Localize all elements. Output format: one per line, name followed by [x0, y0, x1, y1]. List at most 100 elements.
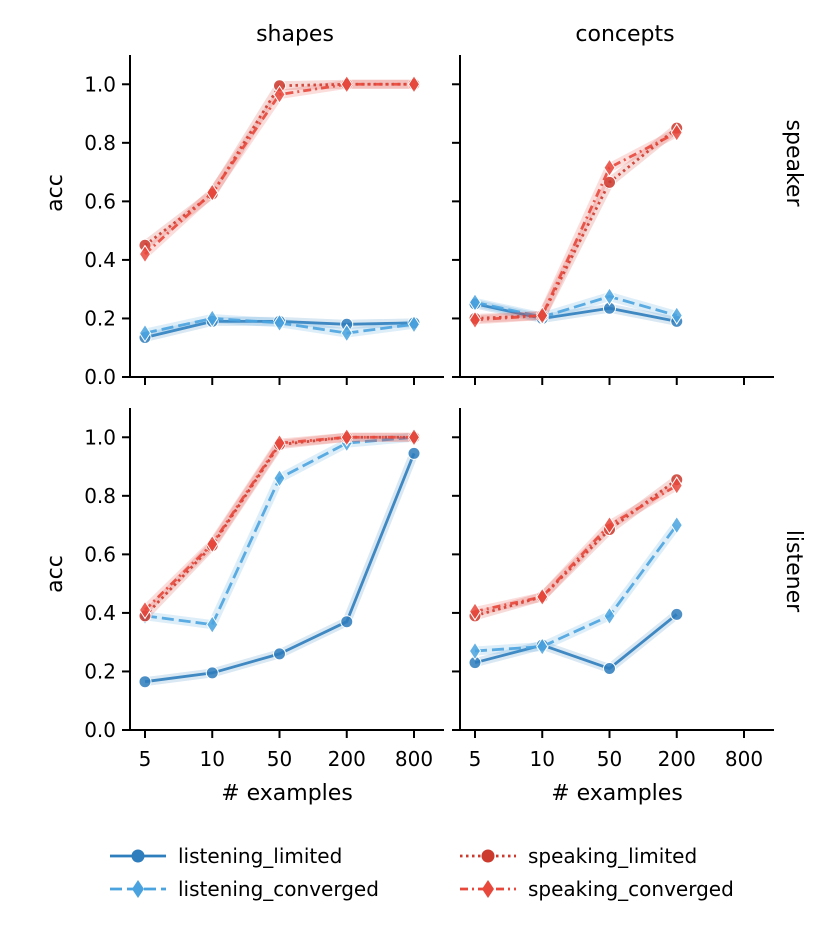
data-point — [407, 427, 421, 447]
data-point — [536, 306, 549, 325]
data-point — [603, 606, 616, 626]
y-tick-label: 1.0 — [84, 72, 116, 96]
data-point — [536, 587, 549, 607]
y-tick-label: 0.0 — [84, 718, 116, 742]
series-band — [474, 128, 679, 325]
series-speaking_limited — [468, 121, 684, 325]
data-point — [206, 183, 219, 203]
series-line — [144, 82, 414, 256]
y-axis-title: acc — [43, 555, 68, 593]
series-line — [474, 613, 678, 670]
panel-speaker-shapes: 0.0 0.2 0.4 0.6 0.8 1.0 acc — [43, 55, 444, 389]
data-point — [670, 476, 683, 495]
y-tick-label: 0.0 — [84, 365, 116, 389]
legend-marker — [482, 880, 494, 898]
x-tick-label: 5 — [469, 747, 482, 771]
column-title-shapes: shapes — [256, 22, 334, 47]
y-tick-label: 0.2 — [84, 306, 116, 330]
legend-entry-listening_limited: listening_limited — [110, 844, 342, 868]
data-point — [407, 446, 421, 460]
panel-listener-shapes: 0.0 0.2 0.4 0.6 0.8 1.0 5 10 50 200 800 acc # exampl… — [43, 408, 444, 806]
x-axis-title: # examples — [221, 781, 353, 806]
data-point — [468, 310, 482, 330]
data-point — [273, 433, 286, 453]
data-point — [138, 600, 152, 620]
y-axis-title: acc — [43, 174, 68, 212]
series-band — [141, 79, 414, 258]
series-line — [143, 435, 414, 617]
data-point — [206, 615, 219, 635]
x-tick-label: 200 — [658, 747, 696, 771]
data-point — [273, 647, 286, 661]
data-point — [340, 74, 353, 94]
data-point — [205, 666, 219, 680]
legend-label: listening_limited — [178, 844, 342, 868]
legend-marker — [131, 849, 145, 863]
data-point — [273, 313, 286, 333]
series-line — [144, 435, 415, 627]
series-speaking_converged — [138, 74, 421, 264]
data-point — [340, 427, 353, 447]
y-tick-label: 0.4 — [84, 248, 116, 272]
series-band — [473, 476, 680, 621]
data-point — [206, 534, 219, 554]
legend-marker — [132, 880, 144, 898]
series-band — [473, 610, 680, 674]
data-point — [407, 74, 421, 94]
y-tick-label: 0.4 — [84, 601, 116, 625]
data-point — [407, 314, 421, 334]
data-point — [670, 515, 683, 535]
x-tick-label: 800 — [395, 747, 433, 771]
series-listening_limited — [468, 607, 684, 676]
x-tick-label: 200 — [328, 747, 366, 771]
series-speaking_limited — [138, 430, 421, 623]
data-point — [340, 615, 354, 629]
data-point — [138, 323, 152, 343]
data-point — [603, 662, 616, 676]
x-tick-label: 50 — [267, 747, 292, 771]
row-title-speaker: speaker — [781, 120, 806, 208]
series-band — [141, 432, 414, 619]
series-line — [474, 524, 678, 653]
legend-entry-listening_converged: listening_converged — [110, 877, 379, 901]
row-title-listener: listener — [781, 530, 806, 613]
series-band — [144, 432, 415, 630]
series-band — [474, 481, 680, 616]
data-point — [670, 306, 683, 325]
y-tick-label: 1.0 — [84, 425, 116, 449]
data-point — [273, 85, 286, 104]
data-point — [670, 123, 683, 142]
data-point — [468, 641, 482, 661]
data-point — [273, 468, 286, 488]
y-tick-label: 0.8 — [84, 131, 116, 155]
panel-speaker-concepts — [452, 55, 774, 385]
data-point — [138, 675, 152, 689]
series-speaking_converged — [468, 476, 683, 621]
legend-label: listening_converged — [178, 877, 379, 901]
data-point — [603, 158, 616, 178]
series-listening_limited — [138, 446, 421, 689]
x-tick-label: 10 — [200, 747, 225, 771]
series-speaking_converged — [138, 427, 421, 620]
series-line — [144, 435, 414, 611]
series-line — [474, 127, 678, 320]
y-tick-label: 0.2 — [84, 659, 116, 683]
data-point — [206, 309, 219, 328]
data-point — [536, 637, 549, 656]
data-point — [138, 244, 152, 264]
series-listening_converged — [138, 309, 421, 343]
data-point — [670, 607, 684, 621]
legend-label: speaking_converged — [528, 877, 734, 901]
x-tick-label: 800 — [725, 747, 763, 771]
series-band — [474, 124, 680, 323]
x-axis-title: # examples — [551, 781, 683, 806]
series-listening_converged — [468, 515, 683, 661]
series-line — [474, 131, 678, 322]
x-tick-label: 10 — [530, 747, 555, 771]
legend-entry-speaking_converged: speaking_converged — [460, 877, 734, 901]
series-speaking_converged — [468, 123, 683, 330]
series-line — [474, 302, 678, 323]
y-tick-label: 0.6 — [84, 189, 116, 213]
panel-listener-concepts: 5 10 50 200 800 # examples — [452, 408, 774, 806]
